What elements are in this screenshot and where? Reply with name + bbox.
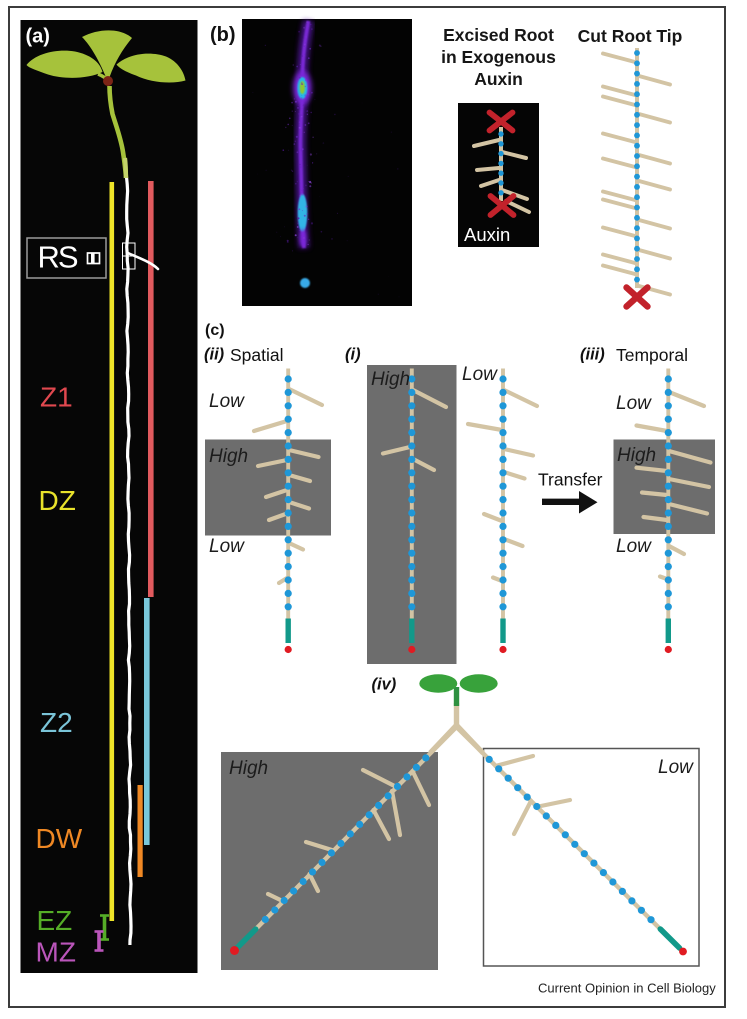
svg-text:RS: RS bbox=[38, 240, 78, 275]
svg-text:Z2: Z2 bbox=[40, 707, 73, 738]
svg-text:Auxin: Auxin bbox=[464, 224, 510, 245]
svg-text:(iv): (iv) bbox=[372, 676, 397, 694]
svg-text:High: High bbox=[209, 446, 248, 467]
svg-text:DZ: DZ bbox=[39, 485, 76, 516]
svg-text:EZ: EZ bbox=[37, 905, 73, 936]
svg-text:in Exogenous: in Exogenous bbox=[441, 47, 556, 67]
svg-text:Transfer: Transfer bbox=[538, 470, 603, 490]
svg-text:(a): (a) bbox=[26, 26, 50, 48]
svg-text:Low: Low bbox=[616, 536, 652, 557]
svg-text:Spatial: Spatial bbox=[230, 345, 284, 365]
svg-text:Excised Root: Excised Root bbox=[443, 25, 554, 45]
svg-text:Low: Low bbox=[209, 391, 245, 412]
svg-text:(iii): (iii) bbox=[580, 346, 605, 364]
svg-text:Low: Low bbox=[462, 364, 498, 385]
svg-text:(i): (i) bbox=[345, 346, 361, 364]
svg-text:DW: DW bbox=[36, 823, 83, 854]
svg-text:(c): (c) bbox=[205, 322, 225, 339]
svg-text:Current Opinion in Cell Biolog: Current Opinion in Cell Biology bbox=[538, 981, 716, 996]
svg-text:Low: Low bbox=[658, 757, 694, 778]
svg-text:Z1: Z1 bbox=[40, 382, 73, 413]
svg-text:MZ: MZ bbox=[36, 937, 76, 968]
svg-text:Temporal: Temporal bbox=[616, 345, 688, 365]
svg-text:(b): (b) bbox=[210, 24, 236, 46]
svg-text:Cut Root Tip: Cut Root Tip bbox=[578, 26, 683, 46]
svg-text:Auxin: Auxin bbox=[474, 69, 523, 89]
svg-text:High: High bbox=[617, 445, 656, 466]
svg-text:Low: Low bbox=[209, 536, 245, 557]
svg-text:(ii): (ii) bbox=[204, 346, 225, 364]
svg-text:Low: Low bbox=[616, 393, 652, 414]
svg-text:High: High bbox=[371, 369, 410, 390]
svg-text:High: High bbox=[229, 758, 268, 779]
